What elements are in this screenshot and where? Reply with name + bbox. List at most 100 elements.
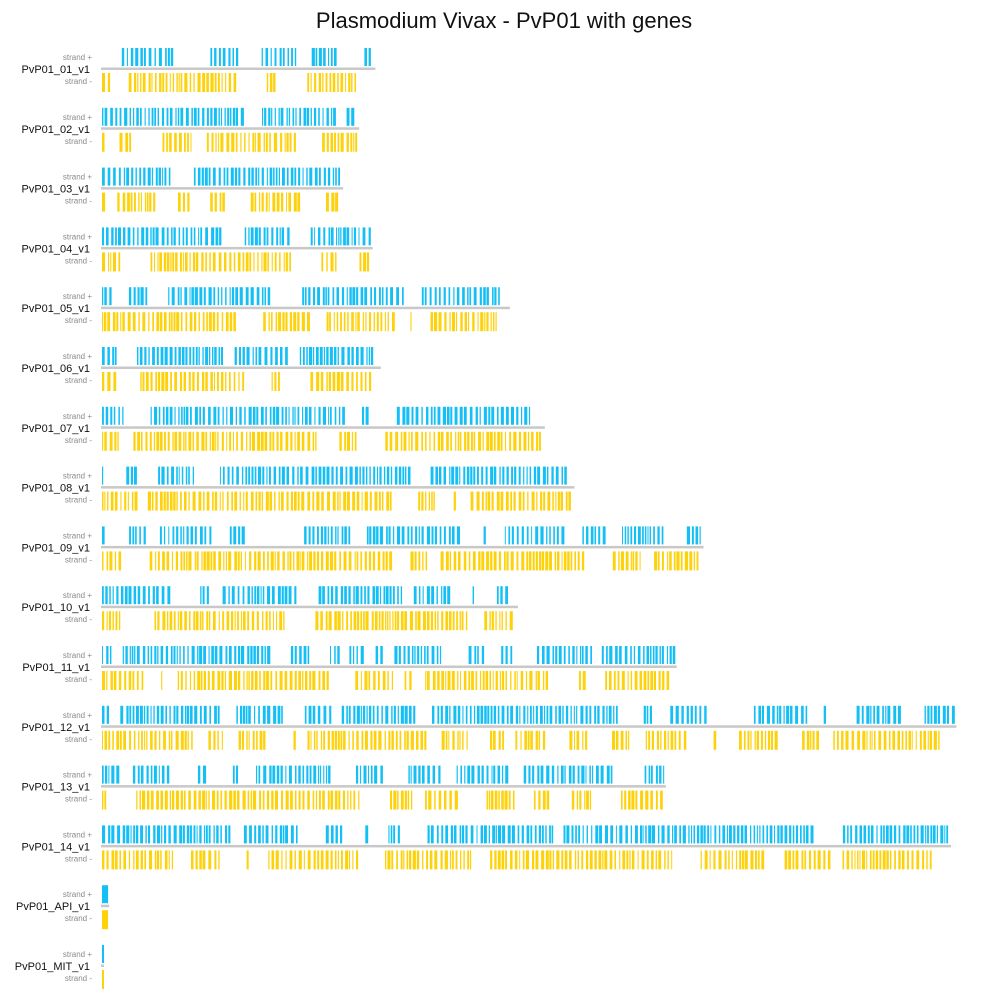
gene-mark xyxy=(498,551,502,571)
gene-mark xyxy=(737,825,740,844)
gene-mark xyxy=(256,611,259,631)
gene-mark xyxy=(182,192,185,212)
gene-mark xyxy=(535,850,539,870)
gene-mark xyxy=(349,646,352,664)
gene-mark xyxy=(132,705,135,724)
gene-mark xyxy=(561,551,563,571)
gene-mark xyxy=(866,705,870,724)
gene-mark xyxy=(441,825,444,844)
gene-mark xyxy=(217,73,220,92)
gene-mark xyxy=(938,730,940,750)
gene-mark xyxy=(893,825,897,844)
gene-mark xyxy=(313,551,316,571)
gene-mark xyxy=(366,705,368,724)
gene-mark xyxy=(479,671,482,690)
gene-mark xyxy=(197,671,201,690)
gene-mark xyxy=(171,312,173,332)
gene-mark xyxy=(447,671,451,690)
gene-mark xyxy=(360,646,364,664)
gene-mark xyxy=(207,671,210,690)
gene-mark xyxy=(278,312,282,332)
gene-mark xyxy=(176,73,178,92)
gene-mark xyxy=(624,526,627,545)
gene-mark xyxy=(174,132,177,152)
gene-mark xyxy=(486,790,488,810)
gene-mark xyxy=(494,790,498,810)
gene-mark xyxy=(135,167,137,186)
gene-mark xyxy=(456,312,458,332)
gene-mark xyxy=(272,192,276,212)
gene-mark xyxy=(356,491,360,511)
gene-mark xyxy=(376,312,379,332)
gene-mark xyxy=(294,48,297,66)
gene-mark xyxy=(317,526,319,545)
gene-mark xyxy=(510,646,513,664)
gene-mark xyxy=(502,466,505,485)
gene-mark xyxy=(364,48,367,66)
gene-mark xyxy=(104,730,108,750)
gene-mark xyxy=(102,312,104,332)
gene-mark xyxy=(664,850,666,870)
gene-mark xyxy=(452,730,455,750)
gene-mark xyxy=(680,551,683,571)
gene-mark xyxy=(163,526,166,545)
gene-mark xyxy=(243,611,246,631)
gene-mark xyxy=(325,765,328,784)
gene-mark xyxy=(164,347,168,365)
gene-mark xyxy=(261,646,264,664)
gene-mark xyxy=(744,850,748,870)
gene-mark xyxy=(302,671,304,690)
minus-strand-genes xyxy=(102,551,699,571)
gene-mark xyxy=(256,586,260,605)
gene-mark xyxy=(348,551,352,571)
gene-mark xyxy=(306,167,308,186)
gene-mark xyxy=(411,431,413,451)
gene-mark xyxy=(221,671,224,690)
plus-strand-genes xyxy=(102,646,676,664)
gene-mark xyxy=(297,406,300,425)
gene-mark xyxy=(242,730,244,750)
gene-mark xyxy=(232,48,234,66)
gene-mark xyxy=(652,646,655,664)
gene-mark xyxy=(468,551,471,571)
gene-mark xyxy=(341,347,345,365)
gene-mark xyxy=(561,765,564,784)
gene-mark xyxy=(162,611,166,631)
gene-mark xyxy=(211,671,215,690)
gene-mark xyxy=(450,431,452,451)
gene-mark xyxy=(929,730,932,750)
gene-mark xyxy=(330,586,334,605)
gene-mark xyxy=(672,646,676,664)
gene-mark xyxy=(382,551,385,571)
gene-mark xyxy=(336,287,339,306)
gene-mark xyxy=(421,431,423,451)
gene-mark xyxy=(437,431,440,451)
gene-mark xyxy=(631,850,635,870)
gene-mark xyxy=(228,48,231,66)
gene-mark xyxy=(302,790,305,810)
gene-mark xyxy=(206,611,209,631)
gene-mark xyxy=(400,431,403,451)
gene-mark xyxy=(298,167,301,186)
gene-mark xyxy=(225,312,229,332)
gene-mark xyxy=(786,705,789,724)
gene-mark xyxy=(167,48,170,66)
gene-mark xyxy=(612,551,616,571)
gene-mark xyxy=(314,227,316,246)
gene-mark xyxy=(809,850,812,870)
gene-mark xyxy=(385,850,387,870)
gene-mark xyxy=(123,730,126,750)
gene-mark xyxy=(286,107,288,126)
gene-mark xyxy=(461,611,464,631)
gene-mark xyxy=(648,765,650,784)
strand-plus-label: strand + xyxy=(63,890,92,899)
gene-mark xyxy=(198,312,200,332)
gene-mark xyxy=(598,526,601,545)
gene-mark xyxy=(399,730,402,750)
gene-mark xyxy=(632,551,635,571)
gene-mark xyxy=(318,671,321,690)
gene-mark xyxy=(565,705,569,724)
gene-mark xyxy=(459,730,461,750)
gene-mark xyxy=(428,790,432,810)
